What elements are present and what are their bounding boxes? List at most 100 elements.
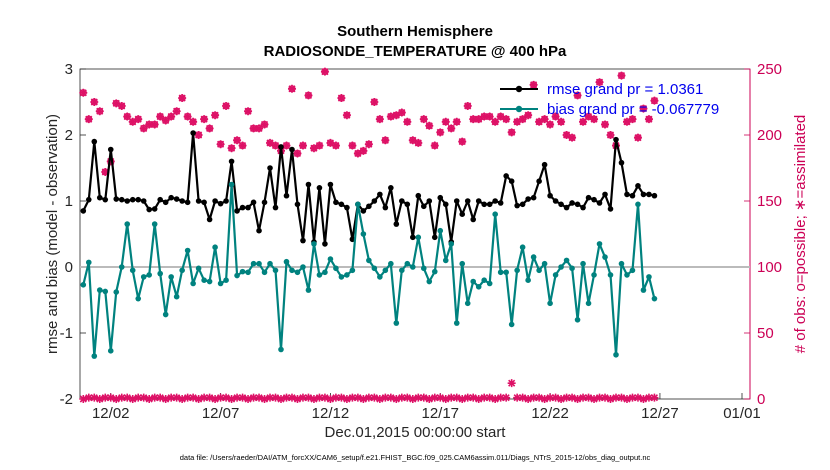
obs-assimilated-point [557, 117, 566, 126]
obs-low-count-point [244, 395, 253, 403]
series-point-0 [168, 194, 174, 201]
obs-assimilated-point [562, 131, 571, 139]
obs-assimilated-point [518, 115, 527, 124]
obs-assimilated-point [150, 120, 159, 129]
obs-assimilated-point [260, 120, 269, 129]
series-point-1 [426, 278, 433, 285]
series-point-0 [541, 161, 548, 168]
obs-low-count-point [123, 393, 132, 402]
obs-assimilated-point [95, 107, 104, 116]
obs-low-count-point [189, 393, 198, 402]
obs-low-count-point [342, 395, 351, 403]
obs-assimilated-point [331, 141, 340, 150]
series-point-0 [569, 200, 575, 206]
chart-subtitle: RADIOSONDE_TEMPERATURE @ 400 hPa [264, 43, 567, 60]
obs-assimilated-point [650, 96, 659, 105]
obs-low-count-point [414, 393, 423, 402]
obs-assimilated-point [370, 98, 379, 106]
series-point-1 [267, 260, 273, 267]
obs-assimilated-point [238, 141, 247, 150]
obs-assimilated-point [309, 144, 318, 153]
obs-low-count-point [562, 393, 571, 402]
series-point-0 [261, 199, 268, 206]
obs-assimilated-point [628, 115, 637, 124]
y-tick-label: 2 [65, 127, 73, 144]
series-point-0 [157, 196, 163, 203]
right-tick-label: 50 [757, 325, 774, 342]
obs-low-count-point [161, 395, 170, 403]
series-point-0 [437, 194, 444, 201]
series-point-0 [333, 199, 339, 206]
series-point-1 [525, 277, 531, 284]
obs-assimilated-point [139, 124, 148, 133]
obs-assimilated-point [573, 91, 582, 100]
series-point-1 [305, 287, 312, 293]
obs-low-count-point [639, 395, 648, 403]
obs-low-count-point [260, 395, 269, 403]
y-tick-label: -1 [60, 325, 73, 342]
right-tick-label: 100 [757, 259, 782, 276]
obs-assimilated-point [145, 120, 154, 129]
obs-low-count-point [211, 395, 220, 403]
series-point-0 [305, 181, 312, 188]
series-point-0 [118, 196, 125, 203]
obs-low-count-point [90, 393, 99, 402]
series-point-1 [563, 257, 570, 264]
obs-assimilated-point [172, 107, 181, 116]
series-point-0 [371, 198, 378, 204]
series-point-1 [294, 269, 301, 276]
series-point-0 [420, 203, 427, 210]
series-point-1 [388, 260, 394, 267]
series-point-0 [646, 191, 652, 198]
obs-assimilated-point [353, 149, 362, 158]
series-point-1 [344, 272, 350, 278]
series-point-1 [289, 267, 295, 274]
series-point-1 [629, 267, 636, 274]
obs-low-count-point [447, 393, 456, 402]
series-point-0 [591, 196, 597, 203]
series-point-0 [453, 198, 460, 204]
obs-assimilated-point [222, 101, 231, 110]
series-point-0 [316, 185, 323, 191]
obs-low-count-point [469, 393, 478, 402]
obs-assimilated-point [529, 80, 538, 89]
series-point-0 [140, 198, 147, 204]
obs-low-count-point [238, 393, 247, 402]
obs-assimilated-point [491, 117, 500, 126]
series-point-1 [300, 264, 306, 270]
series-point-1 [355, 201, 361, 208]
series-point-0 [475, 198, 482, 204]
obs-low-count-point [271, 393, 280, 402]
series-point-0 [102, 196, 109, 203]
right-tick-label: 0 [757, 391, 765, 408]
obs-low-count-point [408, 395, 417, 403]
chart-title: Southern Hemisphere [337, 23, 493, 40]
series-point-0 [217, 200, 224, 207]
obs-assimilated-point [233, 136, 242, 145]
obs-low-count-point [485, 393, 494, 402]
series-point-1 [316, 272, 323, 278]
series-point-0 [514, 202, 520, 209]
series-point-0 [206, 216, 213, 223]
obs-low-count-point [216, 393, 225, 402]
series-point-1 [552, 272, 559, 278]
series-point-0 [629, 192, 636, 199]
obs-assimilated-point [397, 108, 406, 117]
obs-low-count-point [397, 393, 406, 402]
series-point-1 [256, 260, 262, 267]
obs-low-count-point [79, 395, 88, 403]
obs-low-count-point [287, 393, 296, 402]
y-tick-label: 1 [65, 193, 73, 210]
series-point-1 [415, 234, 422, 241]
obs-low-count-point [266, 393, 275, 402]
series-point-0 [283, 192, 290, 199]
obs-assimilated-point [458, 137, 467, 146]
obs-assimilated-point [469, 115, 478, 124]
series-point-0 [96, 194, 103, 201]
series-point-0 [624, 191, 630, 198]
series-point-0 [184, 199, 191, 206]
series-point-1 [333, 265, 339, 272]
series-point-1 [607, 272, 614, 278]
obs-assimilated-point [117, 101, 126, 110]
x-tick-label: 12/27 [641, 405, 679, 422]
